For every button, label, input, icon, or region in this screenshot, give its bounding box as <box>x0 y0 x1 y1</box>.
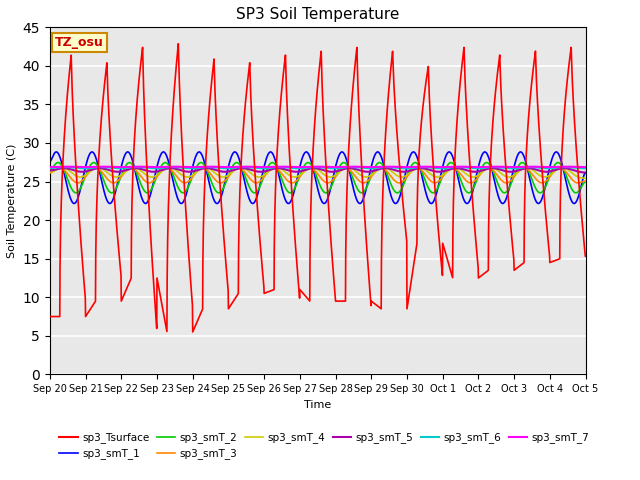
Legend: sp3_Tsurface, sp3_smT_1, sp3_smT_2, sp3_smT_3, sp3_smT_4, sp3_smT_5, sp3_smT_6, : sp3_Tsurface, sp3_smT_1, sp3_smT_2, sp3_… <box>55 428 593 464</box>
Title: SP3 Soil Temperature: SP3 Soil Temperature <box>236 7 399 22</box>
Text: TZ_osu: TZ_osu <box>55 36 104 49</box>
X-axis label: Time: Time <box>304 400 332 409</box>
Y-axis label: Soil Temperature (C): Soil Temperature (C) <box>7 144 17 258</box>
